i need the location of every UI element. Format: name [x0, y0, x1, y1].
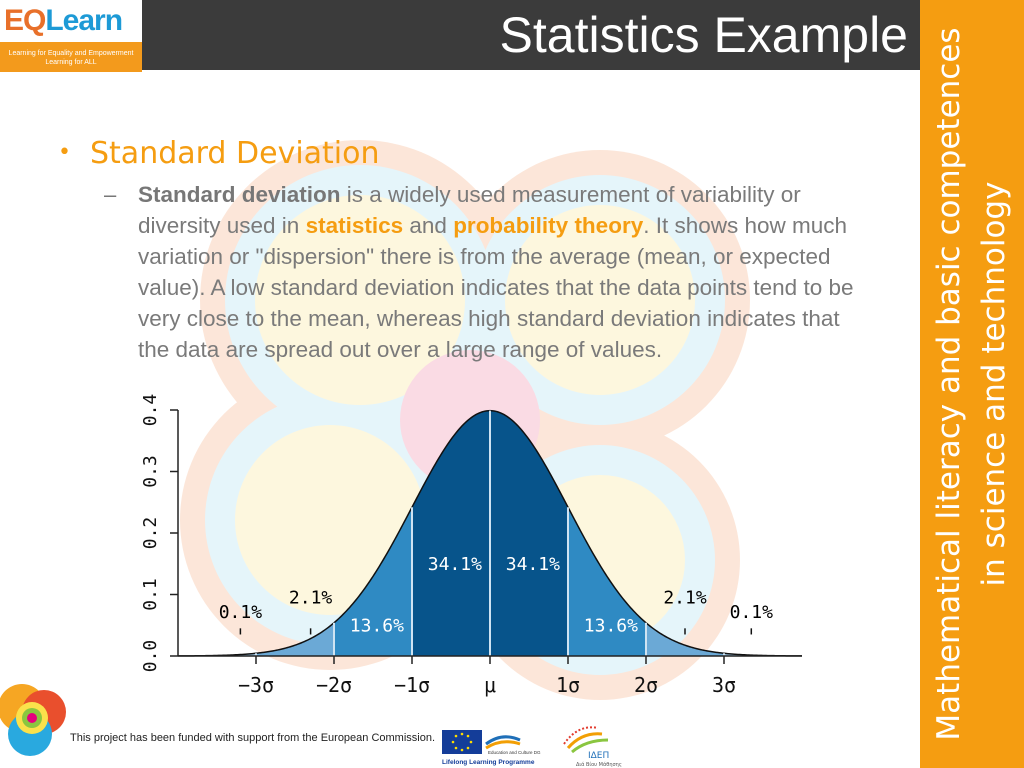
paragraph-part-3: . It shows how much variation or "disper…: [138, 213, 854, 362]
area-band-1: [256, 622, 334, 656]
x-tick-label-0: −3σ: [238, 673, 274, 697]
eqlearn-logo: EQLearn Learning for Equality and Empowe…: [0, 0, 142, 72]
term-probability-theory: probability theory: [453, 213, 644, 238]
term-standard-deviation: Standard deviation: [138, 182, 341, 207]
logo-tagline-line-1: Learning for Equality and Empowerment: [8, 50, 134, 57]
x-tick-label-6: 3σ: [712, 673, 736, 697]
logo-learn: Learn: [45, 4, 123, 37]
percent-label-7: 0.1%: [730, 602, 774, 623]
definition-paragraph: Standard deviation is a widely used meas…: [138, 179, 868, 365]
idep-label: ΙΔΕΠ: [588, 751, 609, 761]
normal-distribution-chart: −3σ −2σ −1σ μ 1σ 2σ 3σ 0.0 0.1 0.2 0.3 0.4 34.1% 34.1…: [140, 394, 803, 697]
bullet-heading: • Standard Deviation: [58, 136, 380, 171]
edu-culture-label: Education and Culture DG: [488, 750, 541, 755]
y-tick-label-2: 0.2: [140, 517, 161, 550]
percent-label-2: 13.6%: [350, 615, 404, 636]
percent-label-3: 13.6%: [584, 615, 638, 636]
logo-tagline: Learning for Equality and Empowerment Le…: [0, 42, 142, 72]
y-tick-label-1: 0.1: [140, 578, 161, 611]
percent-label-6: 0.1%: [219, 602, 263, 623]
x-tick-label-3: μ: [484, 673, 496, 697]
side-banner-text: Mathematical literacy and basic competen…: [931, 27, 1012, 741]
lifelong-label: Lifelong Learning Programme: [442, 759, 535, 766]
x-tick-label-1: −2σ: [316, 673, 352, 697]
density-curve: [177, 409, 803, 657]
x-tick-label-5: 2σ: [634, 673, 658, 697]
idep-sub-label: Διά Βίου Μάθησης: [576, 761, 622, 768]
percent-label-1: 34.1%: [506, 554, 560, 575]
slide-title: Statistics Example: [499, 7, 908, 63]
logo-wordmark: EQLearn: [4, 4, 123, 38]
logo-eq: EQ: [4, 4, 46, 37]
paragraph-part-1: is a widely used measurement of variabil…: [138, 182, 801, 238]
area-band-3: [412, 410, 490, 656]
percent-label-4: 2.1%: [289, 588, 333, 609]
x-tick-label-2: −1σ: [394, 673, 430, 697]
y-tick-label-3: 0.3: [140, 455, 161, 488]
percent-label-5: 2.1%: [663, 588, 707, 609]
bullet-icon: •: [58, 140, 71, 165]
area-band-6: [646, 622, 724, 656]
side-banner: Mathematical literacy and basic competen…: [920, 0, 1024, 768]
corner-flower-logo: [0, 684, 66, 756]
paragraph-part-2: and: [403, 213, 454, 238]
logo-tagline-line-2: Learning for ALL: [45, 58, 97, 66]
heading-standard-deviation: Standard Deviation: [90, 136, 380, 171]
percent-label-0: 34.1%: [428, 554, 482, 575]
title-bar: Statistics Example: [142, 0, 920, 70]
eu-lifelong-learning-logo: Education and Culture DG Lifelong Learni…: [442, 730, 541, 766]
y-tick-label-0: 0.0: [140, 640, 161, 673]
funding-notice: This project has been funded with suppor…: [70, 732, 436, 744]
term-statistics: statistics: [305, 213, 404, 238]
x-tick-label-4: 1σ: [556, 673, 580, 697]
area-band-4: [490, 410, 568, 656]
dash-marker: –: [104, 182, 117, 207]
y-tick-label-4: 0.4: [140, 394, 161, 427]
idep-logo: ΙΔΕΠ Διά Βίου Μάθησης: [563, 726, 622, 768]
